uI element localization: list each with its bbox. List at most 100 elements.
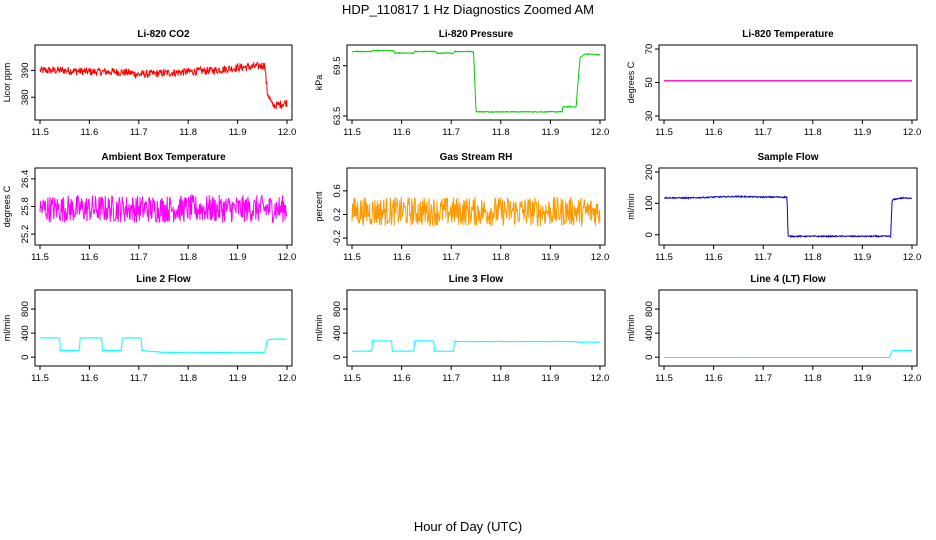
x-tick-label-temperature: 11.7 xyxy=(754,127,772,138)
panel-temperature: Li-820 Temperature 11.5 11.6 11.7 11.8 11.9 12… xyxy=(626,29,921,138)
panel-title-line2: Line 2 Flow xyxy=(136,274,191,285)
y-tick-label-temperature: 30 xyxy=(644,111,655,122)
y-tick-label-sample: 100 xyxy=(644,195,655,211)
x-tick-label-line3: 11.8 xyxy=(492,373,510,384)
y-tick-label-line3: 0 xyxy=(332,355,343,360)
y-tick-label-line4: 800 xyxy=(644,301,655,317)
x-tick-label-co2: 11.8 xyxy=(179,127,197,138)
y-axis-title-line4: ml/min xyxy=(626,315,636,342)
panel-ambient: Ambient Box Temperature 11.5 11.6 11.7 11.8 1… xyxy=(2,152,296,263)
panel-line2: Line 2 Flow 11.5 11.6 11.7 11.8 11.9 12.0 0 400 8… xyxy=(2,274,296,384)
x-tick-label-line4: 11.8 xyxy=(804,373,822,384)
y-tick-label-sample: 0 xyxy=(644,232,655,237)
x-tick-label-co2: 12.0 xyxy=(278,127,297,138)
panel-title-line4: Line 4 (LT) Flow xyxy=(750,274,826,285)
series-line-line2 xyxy=(39,337,287,354)
x-tick-label-line4: 11.5 xyxy=(655,373,673,384)
panel-title-co2: Li-820 CO2 xyxy=(137,29,190,40)
x-tick-label-line3: 11.7 xyxy=(442,373,460,384)
y-tick-label-line4: 400 xyxy=(644,325,655,341)
x-tick-label-sample: 11.7 xyxy=(754,252,772,263)
x-tick-label-sample: 11.9 xyxy=(854,252,872,263)
y-axis-title-rh: percent xyxy=(314,191,324,222)
y-axis-title-co2: Licor ppm xyxy=(2,63,12,103)
x-axis-label: Hour of Day (UTC) xyxy=(414,519,522,534)
panel-sample: Sample Flow 11.5 11.6 11.7 11.8 11.9 12.0 0 100 2… xyxy=(626,152,921,263)
series-line-ambient xyxy=(39,193,288,224)
x-tick-label-pressure: 11.6 xyxy=(393,127,411,138)
y-tick-label-ambient: 25.8 xyxy=(20,197,31,216)
y-tick-label-co2: 390 xyxy=(20,63,31,79)
y-tick-label-pressure: 69.5 xyxy=(332,57,343,76)
y-axis-title-line2: ml/min xyxy=(2,315,12,342)
x-tick-label-ambient: 12.0 xyxy=(278,252,297,263)
panel-pressure: Li-820 Pressure 11.5 11.6 11.7 11.8 11.9 12.0 6… xyxy=(314,29,609,138)
y-tick-label-pressure: 63.5 xyxy=(332,107,343,126)
y-tick-label-ambient: 25.2 xyxy=(20,225,31,244)
x-tick-label-rh: 11.9 xyxy=(542,252,560,263)
plot-frame-line3 xyxy=(346,289,606,367)
x-tick-label-line4: 11.9 xyxy=(854,373,872,384)
x-tick-label-line4: 12.0 xyxy=(903,373,922,384)
panel-co2: Li-820 CO2 11.5 11.6 11.7 11.8 11.9 12.0 380 390… xyxy=(2,29,296,138)
x-tick-label-pressure: 11.5 xyxy=(343,127,361,138)
y-tick-label-rh: -0.2 xyxy=(332,230,343,246)
y-axis-title-line3: ml/min xyxy=(314,315,324,342)
x-tick-label-sample: 11.6 xyxy=(705,252,723,263)
panel-rh: Gas Stream RH 11.5 11.6 11.7 11.8 11.9 12.0 -0.… xyxy=(314,152,609,263)
y-tick-label-rh: 0.6 xyxy=(332,184,343,197)
plot-frame-line2 xyxy=(34,289,293,367)
x-tick-label-line2: 11.5 xyxy=(31,373,49,384)
y-tick-label-co2: 380 xyxy=(20,89,31,105)
x-tick-label-line3: 11.5 xyxy=(343,373,361,384)
x-tick-label-ambient: 11.7 xyxy=(130,252,148,263)
x-tick-label-co2: 11.9 xyxy=(229,127,247,138)
y-tick-label-line2: 0 xyxy=(20,355,31,360)
x-tick-label-pressure: 11.7 xyxy=(442,127,460,138)
x-tick-label-line2: 11.7 xyxy=(130,373,148,384)
y-tick-label-line4: 0 xyxy=(644,355,655,360)
series-line-line4 xyxy=(664,349,912,359)
plot-frame-line4 xyxy=(658,289,918,367)
x-tick-label-temperature: 11.8 xyxy=(804,127,822,138)
x-tick-label-rh: 11.5 xyxy=(343,252,361,263)
x-tick-label-co2: 11.7 xyxy=(130,127,148,138)
x-tick-label-line3: 12.0 xyxy=(591,373,610,384)
plot-frame-pressure xyxy=(346,44,606,121)
plot-frame-sample xyxy=(658,167,918,246)
series-line-pressure xyxy=(351,49,601,113)
series-line-line3 xyxy=(351,339,600,353)
x-tick-label-ambient: 11.8 xyxy=(179,252,197,263)
plot-frame-temperature xyxy=(658,44,918,121)
x-tick-label-sample: 11.8 xyxy=(804,252,822,263)
x-tick-label-ambient: 11.5 xyxy=(31,252,49,263)
y-tick-label-line2: 400 xyxy=(20,325,31,341)
y-tick-label-sample: 200 xyxy=(644,164,655,180)
y-axis-title-pressure: kPa xyxy=(314,75,324,91)
y-tick-label-temperature: 70 xyxy=(644,44,655,55)
plot-frame-rh xyxy=(346,167,606,246)
x-tick-label-line3: 11.9 xyxy=(542,373,560,384)
x-tick-label-rh: 11.6 xyxy=(393,252,411,263)
y-tick-label-ambient: 26.4 xyxy=(20,170,31,189)
x-tick-label-line2: 11.9 xyxy=(229,373,247,384)
x-tick-label-sample: 11.5 xyxy=(655,252,673,263)
x-tick-label-line2: 11.6 xyxy=(81,373,99,384)
x-tick-label-rh: 12.0 xyxy=(591,252,610,263)
y-axis-title-sample: ml/min xyxy=(626,193,636,220)
panel-title-sample: Sample Flow xyxy=(757,152,818,163)
panel-title-line3: Line 3 Flow xyxy=(449,274,504,285)
x-tick-label-co2: 11.5 xyxy=(31,127,49,138)
y-tick-label-line3: 400 xyxy=(332,325,343,341)
x-tick-label-ambient: 11.6 xyxy=(81,252,99,263)
panel-line4: Line 4 (LT) Flow 11.5 11.6 11.7 11.8 11.9 12.0… xyxy=(626,274,921,384)
series-line-co2 xyxy=(39,60,288,110)
panel-title-temperature: Li-820 Temperature xyxy=(742,29,834,40)
panel-title-pressure: Li-820 Pressure xyxy=(439,29,514,40)
x-tick-label-pressure: 12.0 xyxy=(591,127,610,138)
panel-title-rh: Gas Stream RH xyxy=(440,152,513,163)
x-tick-label-line4: 11.7 xyxy=(754,373,772,384)
x-tick-label-co2: 11.6 xyxy=(81,127,99,138)
